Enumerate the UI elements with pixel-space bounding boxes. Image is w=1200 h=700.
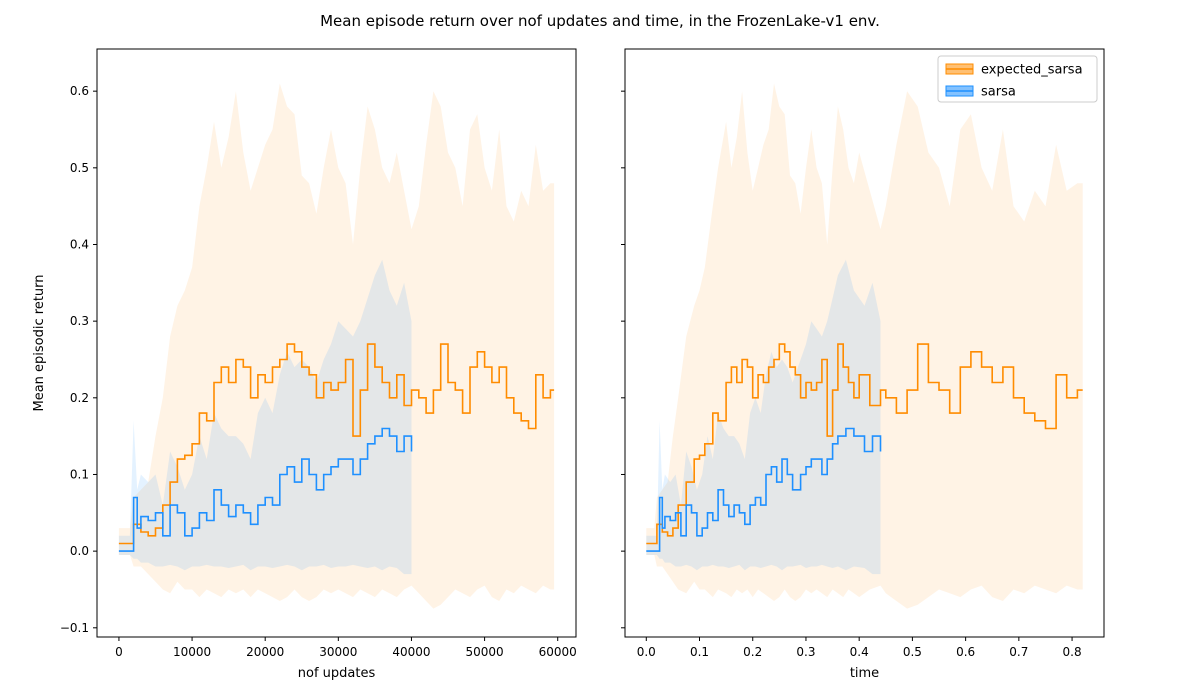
x-tick-label: 20000 (246, 645, 284, 659)
y-tick-label: 0.0 (70, 544, 89, 558)
y-tick-label: −0.1 (60, 621, 89, 635)
sarsa-line (118, 427, 413, 552)
y-tick-label: 0.4 (70, 237, 89, 251)
x-tick-label: 0.4 (850, 645, 869, 659)
sarsa-line (646, 427, 882, 552)
x-tick-label: 30000 (319, 645, 357, 659)
chart-panel-2: 0.0 0.1 0.2 0.3 0.4 0.5 0.6 0.7 0.8 time expected_… (621, 48, 1105, 681)
y-tick-label: 0.1 (70, 467, 89, 481)
figure-title: Mean episode return over nof updates and… (320, 12, 880, 30)
plot-area (646, 83, 1083, 609)
y-tick-label: 0.3 (70, 314, 89, 328)
chart-panel-1: 0 10000 20000 30000 40000 50000 60000 −0.1 0.0 0.… (32, 48, 577, 681)
x-tick-label: 0.1 (690, 645, 709, 659)
x-tick-label: 0.3 (796, 645, 815, 659)
x-tick-label: 0 (115, 645, 123, 659)
x-tick-label: 10000 (173, 645, 211, 659)
x-tick-label: 0.2 (743, 645, 762, 659)
expected_sarsa-line (118, 343, 555, 545)
x-tick-label: 0.0 (637, 645, 656, 659)
x-tick-label: 40000 (392, 645, 430, 659)
x-tick-label: 0.5 (903, 645, 922, 659)
sarsa-band (118, 259, 412, 575)
expected_sarsa-band (118, 83, 555, 609)
legend-label-sarsa: sarsa (981, 85, 1016, 100)
axes-frame (96, 48, 577, 638)
y-tick-label: 0.2 (70, 391, 89, 405)
y-axis-label: Mean episodic return (32, 274, 47, 411)
x-tick-label: 0.6 (956, 645, 975, 659)
x-tick-label: 50000 (465, 645, 503, 659)
x-tick-label: 0.8 (1063, 645, 1082, 659)
x-axis-label: nof updates (298, 666, 376, 681)
x-tick-label: 60000 (539, 645, 577, 659)
y-tick-label: 0.6 (70, 84, 89, 98)
legend-box (937, 55, 1098, 103)
x-axis-label: time (850, 666, 879, 681)
expected_sarsa-band (646, 83, 1083, 609)
legend-label-expected_sarsa: expected_sarsa (981, 63, 1083, 78)
axes-frame (624, 48, 1105, 638)
sarsa-band (646, 259, 881, 575)
expected_sarsa-line (646, 343, 1083, 545)
y-tick-label: 0.5 (70, 161, 89, 175)
plot-area (118, 83, 555, 609)
x-tick-label: 0.7 (1009, 645, 1028, 659)
